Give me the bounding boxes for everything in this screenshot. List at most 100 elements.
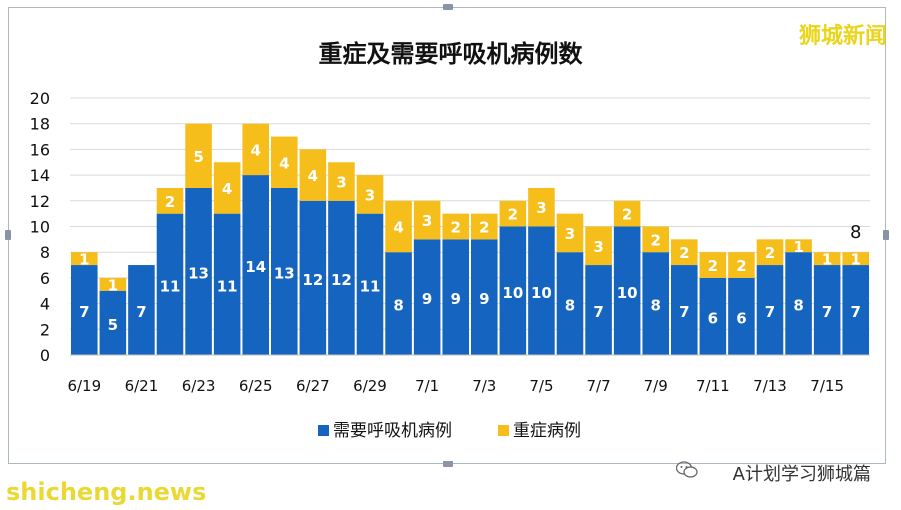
data-label-ventilator: 11 [160,277,181,295]
data-label-severe: 4 [279,154,289,172]
bar-severe [99,277,127,291]
bar-ventilator [385,252,412,355]
y-tick-label: 16 [30,140,50,159]
bar-severe [613,200,641,227]
bar-ventilator [499,226,527,355]
bar-severe [699,252,727,278]
y-tick-label: 4 [40,295,50,314]
resize-handle-right[interactable] [883,230,889,240]
bar-ventilator [299,200,327,355]
data-label-ventilator: 7 [822,303,832,321]
data-label-severe: 4 [250,141,260,159]
bar-ventilator [528,226,555,355]
data-label-ventilator: 5 [108,316,118,334]
data-label-severe: 2 [736,257,746,275]
data-label-severe: 1 [793,238,803,256]
bar-ventilator [556,252,584,355]
data-label-ventilator: 8 [650,297,660,315]
y-tick-label: 18 [30,115,50,134]
data-label-ventilator: 7 [765,303,775,321]
bar-ventilator [328,200,355,355]
data-label-severe: 2 [450,219,460,237]
y-tick-label: 10 [30,218,50,237]
data-label-ventilator: 6 [736,309,746,327]
data-label-ventilator: 11 [217,277,238,295]
data-label-ventilator: 9 [450,290,460,308]
bar-ventilator [128,265,155,355]
legend-label: 需要呼吸机病例 [333,421,452,441]
bar-ventilator [99,290,127,355]
bar-ventilator [699,277,727,355]
brand-watermark: 狮城新闻 [798,24,887,49]
bar-severe [242,123,269,176]
y-tick-label: 14 [30,166,50,185]
bar-severe [413,200,441,240]
bar-ventilator [842,265,869,355]
footer-credit: A计划学习狮城篇 [732,464,871,485]
annotation-total: 8 [850,222,861,243]
x-tick-label: 6/19 [67,377,101,395]
data-label-ventilator: 7 [850,303,860,321]
bar-ventilator [585,265,612,355]
bar-ventilator [213,213,241,355]
bar-ventilator [413,239,441,355]
footer-site-watermark: shicheng.news [6,478,207,506]
x-tick-label: 7/3 [472,377,496,395]
data-label-severe: 2 [622,206,632,224]
data-label-severe: 3 [365,186,375,204]
bar-severe [185,123,212,188]
x-tick-label: 6/27 [296,377,330,395]
y-tick-label: 6 [40,269,50,288]
bar-severe [213,162,241,214]
y-tick-label: 8 [40,243,50,262]
data-label-severe: 2 [708,257,718,275]
bar-ventilator [271,187,298,355]
bar-severe [71,252,98,266]
data-label-severe: 2 [765,244,775,262]
bar-severe [471,213,498,240]
resize-handle-top[interactable] [443,4,453,10]
bar-severe [328,162,355,201]
resize-handle-left[interactable] [5,230,11,240]
data-label-ventilator: 7 [79,303,89,321]
data-label-ventilator: 10 [617,284,638,302]
bar-ventilator [785,252,812,355]
legend-label: 重症病例 [513,421,581,441]
x-tick-label: 7/9 [644,377,668,395]
bar-ventilator [813,265,841,355]
chart-title: 重症及需要呼吸机病例数 [318,40,583,68]
data-label-ventilator: 12 [331,271,352,289]
y-tick-label: 12 [30,192,50,211]
bar-ventilator [756,265,784,355]
x-tick-label: 7/5 [529,377,553,395]
data-label-ventilator: 9 [479,290,489,308]
bar-ventilator [242,175,269,355]
data-label-ventilator: 13 [188,264,209,282]
data-label-ventilator: 11 [360,277,381,295]
bar-ventilator [613,226,641,355]
x-tick-label: 7/13 [753,377,787,395]
bar-ventilator [442,239,469,355]
data-label-ventilator: 7 [136,303,146,321]
data-label-severe: 2 [679,244,689,262]
bar-severe [642,226,669,253]
bar-severe [556,213,584,253]
data-label-severe: 3 [565,225,575,243]
x-tick-label: 7/15 [810,377,844,395]
data-label-ventilator: 10 [531,284,552,302]
data-label-severe: 3 [536,199,546,217]
bar-severe [271,136,298,188]
data-label-severe: 5 [193,148,203,166]
resize-handle-bottom[interactable] [443,461,453,467]
data-label-severe: 2 [165,193,175,211]
data-label-severe: 4 [222,180,232,198]
y-tick-label: 20 [30,89,50,108]
wechat-icon [676,461,698,478]
data-label-severe: 1 [79,251,89,269]
data-label-severe: 3 [422,212,432,230]
bar-ventilator [71,265,98,355]
bar-ventilator [185,187,212,355]
x-tick-label: 6/21 [125,377,159,395]
data-label-ventilator: 10 [502,284,523,302]
